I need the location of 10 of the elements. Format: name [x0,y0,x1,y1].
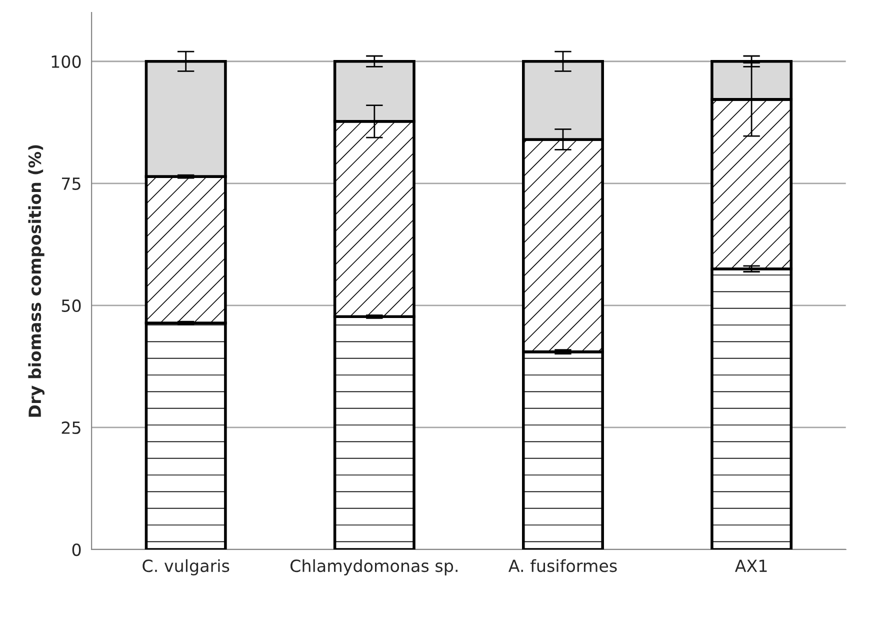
y-tick-label: 75 [62,178,80,190]
y-tick-label: 25 [62,421,80,434]
x-tick-label: C. vulgaris [142,559,230,576]
x-tick-label: Chlamydomonas sp. [290,559,458,576]
y-tick-label: 0 [72,543,81,556]
x-tick-label: A. fusiformes [508,559,617,572]
y-tick-label: 100 [52,55,81,68]
y-tick-label: 50 [62,299,81,312]
x-tick-label: AX1 [734,560,767,572]
y-axis-title: Dry biomass composition (%) [28,145,44,417]
